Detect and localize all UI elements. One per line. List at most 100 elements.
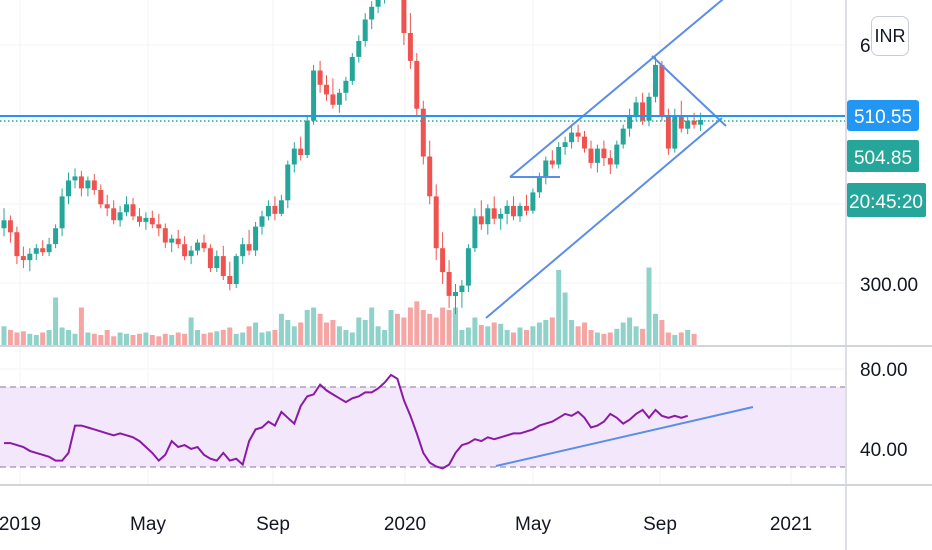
volume-bar bbox=[317, 313, 323, 346]
candle bbox=[40, 240, 46, 257]
candle bbox=[66, 172, 71, 205]
volume-bar bbox=[233, 333, 239, 346]
candle bbox=[91, 174, 97, 195]
currency-badge[interactable]: INR bbox=[871, 16, 909, 56]
candle bbox=[162, 223, 168, 249]
candle bbox=[130, 198, 136, 221]
volume-bar bbox=[394, 313, 400, 346]
volume-bar bbox=[614, 328, 620, 346]
volume-bar bbox=[182, 333, 188, 346]
volume-bar bbox=[369, 307, 375, 345]
volume-bar bbox=[169, 335, 175, 345]
candle bbox=[343, 76, 349, 101]
candle bbox=[401, 0, 407, 45]
volume-bar bbox=[278, 313, 284, 346]
candle bbox=[169, 234, 175, 253]
candle bbox=[556, 142, 562, 169]
candle bbox=[285, 160, 291, 209]
volume-bar bbox=[85, 332, 91, 345]
candle bbox=[137, 208, 142, 227]
price-tag: 510.55 bbox=[847, 100, 919, 131]
candle bbox=[117, 205, 123, 227]
candle bbox=[143, 212, 149, 230]
volume-bar bbox=[246, 326, 252, 346]
price-scale-label: 300.00 bbox=[860, 275, 918, 296]
time-label: 2021 bbox=[770, 514, 812, 535]
candle bbox=[465, 244, 471, 292]
volume-bar bbox=[20, 331, 26, 346]
candle bbox=[201, 234, 207, 253]
rsi-scale-label: 80.00 bbox=[860, 360, 908, 381]
volume-bar bbox=[414, 301, 420, 346]
volume-bar bbox=[453, 307, 458, 345]
volume-bar bbox=[265, 331, 271, 346]
time-label: May bbox=[130, 514, 166, 535]
volume-bar bbox=[375, 326, 381, 346]
candle bbox=[98, 184, 104, 209]
volume-bar bbox=[162, 333, 168, 346]
volume-bar bbox=[207, 332, 213, 345]
candle bbox=[530, 188, 536, 214]
candle bbox=[59, 188, 65, 237]
countdown-tag: 20:45:20 bbox=[847, 183, 926, 217]
candle bbox=[446, 260, 452, 308]
volume-bar bbox=[672, 335, 678, 345]
candle bbox=[104, 194, 110, 217]
candle bbox=[265, 200, 271, 221]
volume-bar bbox=[201, 333, 207, 346]
candle bbox=[614, 140, 620, 169]
candle bbox=[53, 224, 59, 249]
candle bbox=[659, 60, 665, 121]
candle bbox=[124, 196, 129, 217]
volume-bar bbox=[124, 333, 129, 346]
volume-bar bbox=[137, 333, 142, 346]
volume-bar bbox=[446, 310, 452, 345]
volume-bar bbox=[685, 330, 691, 345]
volume-bar bbox=[575, 326, 581, 346]
candle bbox=[156, 213, 162, 237]
volume-bar bbox=[556, 270, 562, 345]
candle bbox=[240, 237, 246, 265]
volume-bar bbox=[143, 332, 149, 345]
volume-bar bbox=[78, 307, 84, 345]
candle bbox=[214, 250, 220, 272]
volume-bar bbox=[562, 292, 568, 345]
candle bbox=[472, 208, 478, 253]
countdown-tag-text: 20:45:20 bbox=[849, 192, 923, 213]
candle bbox=[575, 124, 581, 143]
candle bbox=[233, 253, 239, 288]
volume-bar bbox=[407, 307, 413, 345]
channel-upper-line bbox=[509, 0, 724, 178]
volume-bar bbox=[149, 335, 155, 345]
volume-bar bbox=[272, 330, 278, 345]
candle bbox=[369, 1, 375, 30]
candle bbox=[246, 229, 252, 256]
candle bbox=[227, 261, 233, 291]
volume-bar bbox=[485, 326, 491, 346]
volume-bar bbox=[14, 332, 20, 345]
candle bbox=[582, 131, 587, 153]
volume-bar bbox=[111, 336, 117, 346]
candle bbox=[601, 140, 607, 167]
candle bbox=[220, 245, 226, 280]
candle bbox=[78, 170, 84, 197]
candle bbox=[627, 108, 633, 137]
candle bbox=[569, 126, 575, 149]
candle bbox=[317, 60, 323, 93]
candle bbox=[298, 136, 304, 161]
volume-bar bbox=[304, 310, 310, 345]
candle bbox=[85, 176, 91, 197]
volume-bar bbox=[214, 331, 220, 346]
time-label: 2019 bbox=[0, 514, 41, 535]
candle bbox=[459, 280, 465, 308]
volume-bar bbox=[98, 335, 104, 345]
candle bbox=[453, 284, 458, 315]
volume-bar bbox=[627, 317, 633, 345]
candle bbox=[188, 245, 194, 265]
candle bbox=[420, 100, 426, 165]
volume-bar bbox=[427, 313, 433, 346]
candle bbox=[1, 208, 7, 237]
volume-bar bbox=[156, 336, 162, 346]
volume-bar bbox=[104, 330, 110, 345]
candle bbox=[362, 13, 368, 47]
